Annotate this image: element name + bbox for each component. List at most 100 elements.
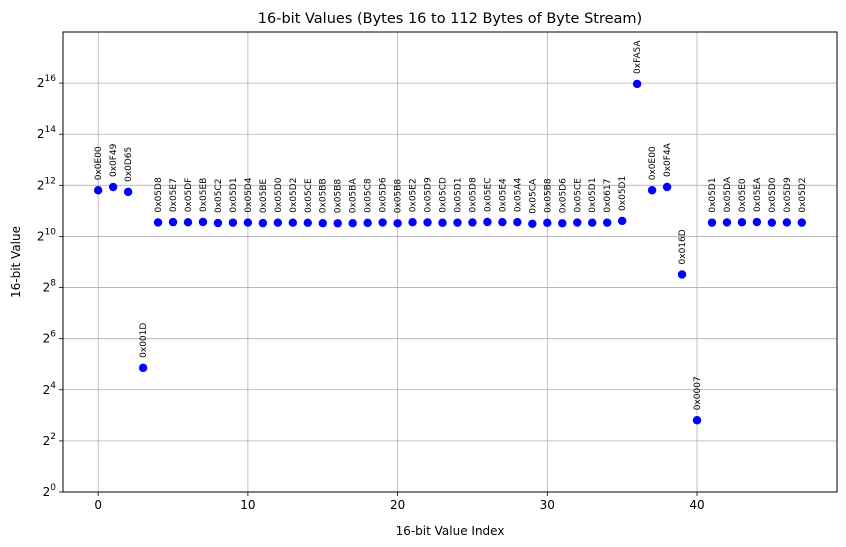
data-point-label: 0x05D9	[783, 177, 793, 212]
x-tick-label: 30	[540, 498, 555, 512]
data-point	[198, 217, 208, 227]
data-point	[752, 217, 762, 227]
data-point-label: 0x05B8	[394, 179, 404, 214]
chart-title: 16-bit Values (Bytes 16 to 112 Bytes of …	[258, 11, 642, 27]
data-point-label: 0x05D0	[274, 177, 284, 212]
data-point	[438, 218, 447, 227]
data-point	[168, 217, 178, 227]
data-point-label: 0x05D1	[588, 178, 598, 213]
data-point-label: 0x05EB	[199, 178, 209, 212]
data-point	[348, 219, 357, 228]
data-point	[378, 218, 387, 227]
data-point	[558, 219, 567, 228]
data-point-label: 0x05D2	[798, 177, 808, 212]
data-point-label: 0x05D1	[453, 177, 463, 212]
data-point-label: 0x05C8	[364, 178, 374, 213]
y-tick-label: 214	[37, 125, 56, 141]
data-point-label: 0x05D1	[708, 177, 718, 212]
data-point-label: 0x016D	[678, 229, 688, 264]
data-point	[513, 217, 522, 227]
y-tick-label: 26	[43, 330, 57, 346]
data-point	[243, 218, 253, 227]
data-point	[797, 218, 807, 227]
data-point-labels: 0x0E00 0x0F49 0x0D65 0x001D 0x05D8 0x05E7 0x05…	[94, 40, 808, 411]
data-point	[543, 218, 552, 228]
data-point-label: 0x05D0	[768, 177, 778, 212]
data-point	[692, 416, 702, 425]
data-point	[213, 218, 223, 228]
data-point	[108, 182, 118, 192]
data-point	[288, 218, 298, 227]
x-axis-label: 16-bit Value Index	[396, 524, 505, 538]
data-point	[393, 219, 402, 228]
data-point	[737, 218, 747, 227]
data-point	[483, 217, 492, 227]
data-point	[722, 218, 732, 227]
y-tick-label: 210	[37, 227, 56, 243]
data-point-label: 0x0F49	[109, 143, 119, 177]
data-point-label: 0x05E4	[498, 178, 508, 212]
data-point-label: 0x05A4	[513, 178, 523, 213]
data-point	[138, 363, 148, 373]
data-point-label: 0x0E00	[648, 146, 658, 180]
grid-lines	[63, 32, 837, 493]
data-point	[423, 218, 432, 227]
data-point-label: 0x05EC	[483, 177, 493, 211]
data-point	[258, 218, 268, 228]
data-point-label: 0x05B8	[543, 178, 553, 213]
data-point-label: 0x05CE	[304, 178, 314, 213]
data-point-label: 0x05BA	[349, 178, 359, 214]
y-tick-label: 28	[43, 279, 57, 295]
data-point	[498, 217, 507, 227]
data-point	[93, 186, 103, 195]
x-tick-label: 0	[94, 498, 102, 512]
data-point-label: 0x05DF	[184, 178, 194, 213]
data-point	[647, 186, 657, 195]
data-point-label: 0x05E2	[409, 178, 419, 212]
data-point	[528, 219, 537, 228]
data-point-label: 0x05BE	[259, 178, 269, 213]
data-point-label: 0x05EA	[753, 177, 763, 212]
data-point-label: 0x0007	[693, 376, 703, 410]
data-point-label: 0x05E0	[738, 178, 748, 212]
data-point-label: 0xFA5A	[633, 40, 643, 74]
y-tick-label: 212	[37, 176, 56, 192]
data-point-label: 0x0E00	[94, 146, 104, 180]
data-point	[707, 218, 717, 227]
data-point-label: 0x0F4A	[663, 142, 673, 177]
data-point	[662, 182, 672, 192]
data-point-label: 0x0D65	[124, 147, 134, 182]
data-point-label: 0x05DA	[723, 176, 733, 212]
data-point-label: 0x05D1	[229, 177, 239, 212]
x-axis-ticks: 0 10 20 30 40	[94, 492, 705, 512]
data-point	[153, 218, 163, 227]
data-point	[782, 218, 792, 227]
data-point	[333, 219, 342, 228]
data-point-label: 0x05C2	[214, 178, 224, 213]
data-point	[677, 270, 687, 279]
data-point	[318, 218, 327, 228]
data-point	[273, 218, 283, 227]
x-tick-label: 40	[689, 498, 704, 512]
data-point-label: 0x0617	[603, 179, 613, 213]
data-point	[617, 216, 627, 226]
y-tick-label: 24	[43, 381, 57, 397]
data-point-label: 0x05B8	[334, 179, 344, 214]
data-point	[453, 218, 462, 227]
data-point	[632, 79, 642, 89]
data-point-label: 0x05CA	[528, 178, 538, 214]
data-point	[123, 187, 133, 197]
data-point-label: 0x05D2	[289, 178, 299, 213]
data-points	[93, 79, 807, 425]
x-tick-label: 10	[240, 498, 255, 512]
data-point-label: 0x05CD	[439, 177, 449, 213]
data-point-label: 0x05BB	[319, 178, 329, 213]
data-point	[602, 218, 612, 227]
data-point-label: 0x05D8	[468, 177, 478, 212]
data-point-label: 0x05D1	[618, 176, 628, 211]
data-point	[183, 218, 193, 227]
y-tick-label: 216	[37, 74, 56, 90]
data-point	[303, 218, 312, 228]
data-point-label: 0x05D6	[379, 177, 389, 212]
